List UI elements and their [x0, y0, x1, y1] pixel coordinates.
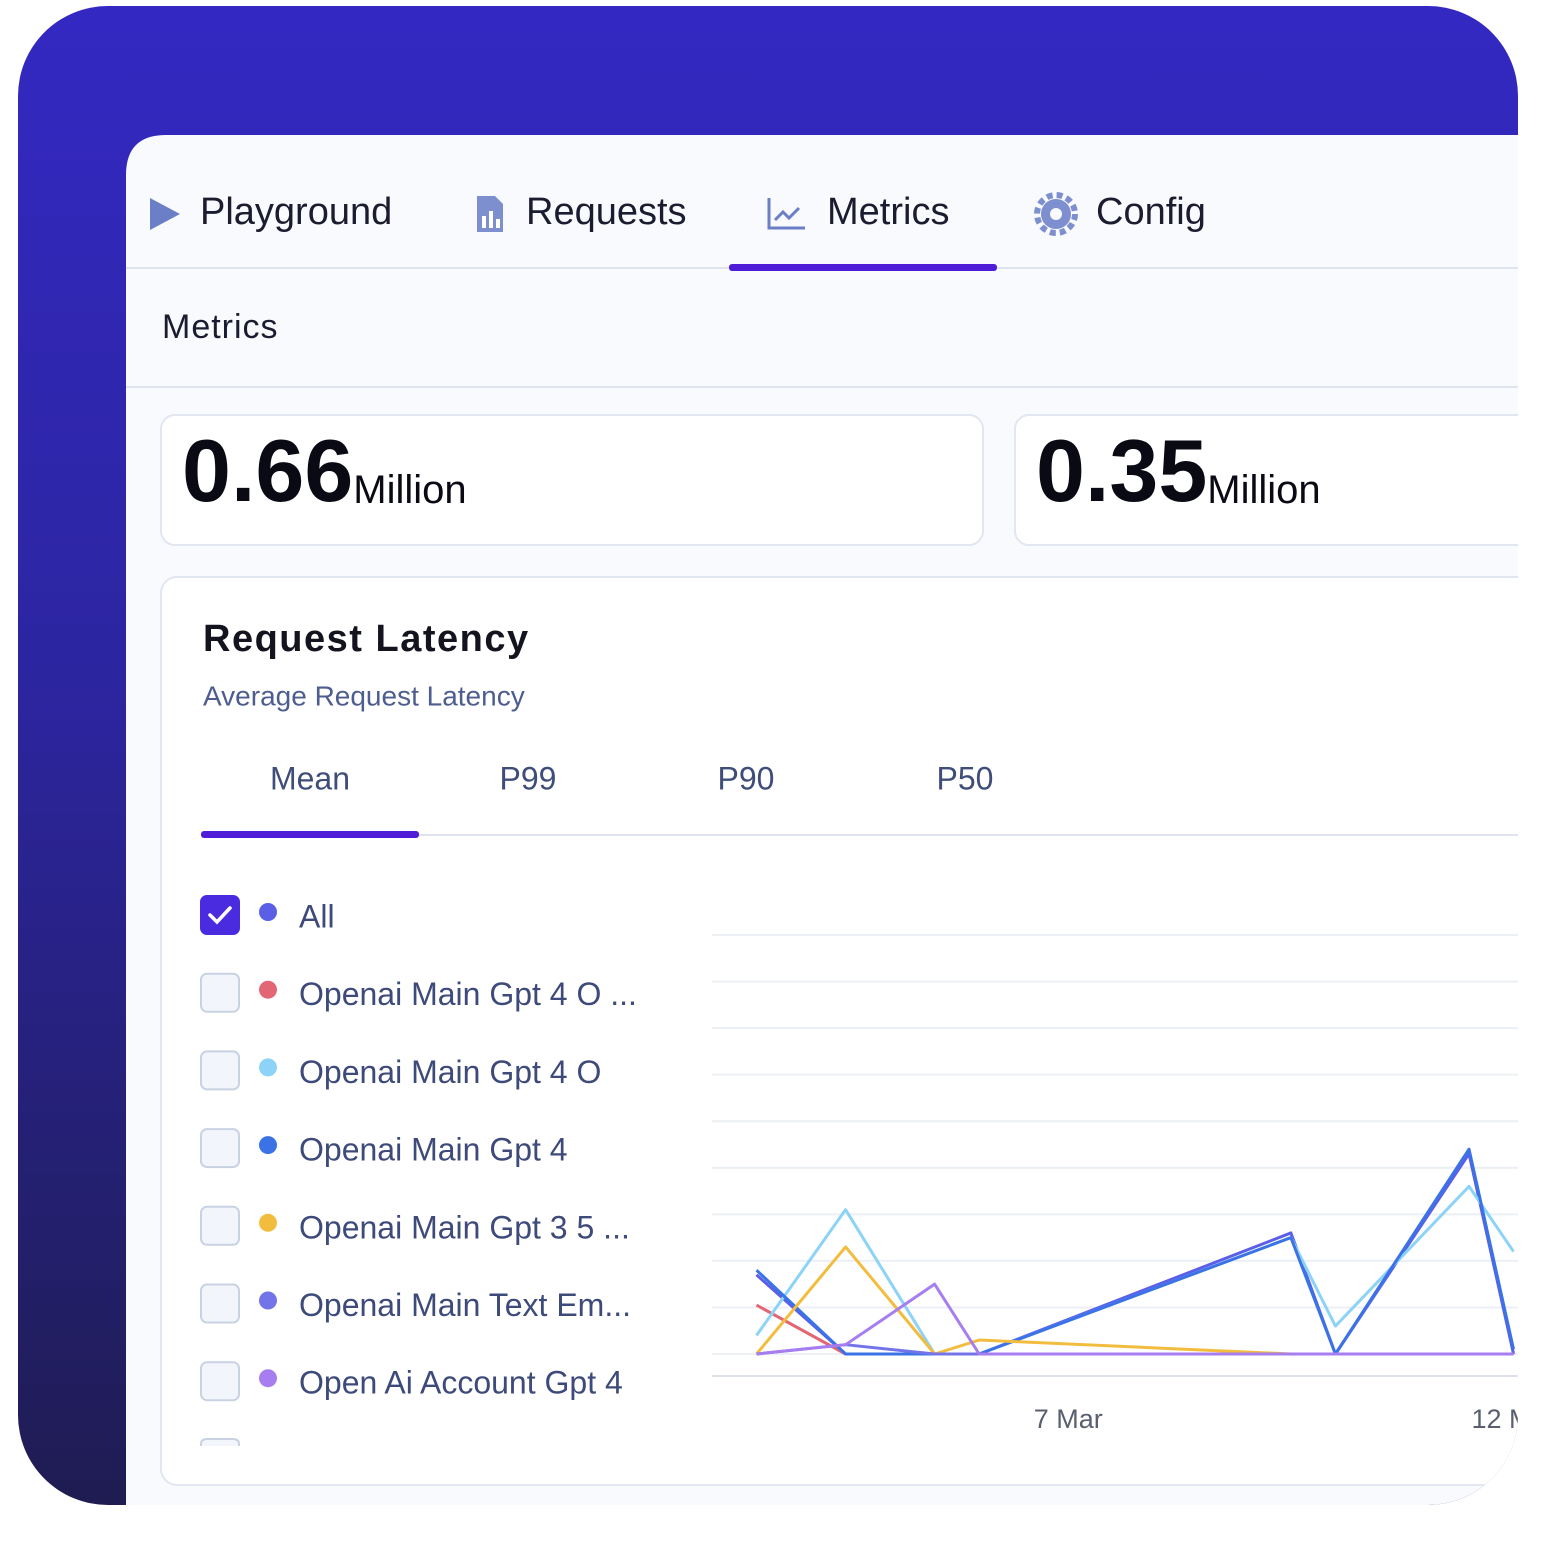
checkbox[interactable] [200, 972, 240, 1013]
legend-dot [259, 1369, 277, 1388]
x-tick-label: 12 Mar [1472, 1404, 1518, 1434]
stat-unit: Million [1207, 468, 1320, 512]
x-tick-label: 7 Mar [1034, 1404, 1103, 1434]
checkmark [208, 906, 232, 925]
stat-card [160, 414, 984, 546]
card-subtitle: Average Request Latency [203, 680, 525, 711]
checkbox[interactable] [200, 895, 240, 935]
latency-card [160, 576, 1518, 1486]
app-view: Playground Requests Metrics Config Metrics 0.… [126, 135, 1518, 1505]
legend-label[interactable]: Openai Main Gpt 4 O [299, 1054, 601, 1090]
card-title: Request Latency [203, 618, 530, 660]
checkbox[interactable] [200, 1283, 240, 1324]
play-icon [150, 198, 180, 230]
nav-tab[interactable]: Metrics [827, 191, 949, 233]
nav-tab[interactable]: Playground [200, 191, 392, 233]
stat: 0.66Million [182, 421, 467, 520]
metric-tab[interactable]: P90 [718, 760, 775, 796]
legend-label[interactable]: Openai Main Gpt 4 O ... [299, 976, 637, 1012]
legend-dot [259, 1291, 277, 1310]
nav-tab[interactable]: Requests [526, 191, 687, 233]
checkbox[interactable] [200, 1361, 240, 1402]
legend-dot [259, 980, 277, 999]
legend-label[interactable]: All [299, 898, 335, 934]
checkbox[interactable] [200, 1050, 240, 1091]
metric-tab[interactable]: Mean [270, 760, 350, 796]
stat: 0.35Million [1036, 421, 1321, 520]
config-icon [1034, 192, 1078, 236]
legend-dot [259, 1213, 277, 1232]
stat-value: 0.35 [1036, 421, 1207, 520]
stat-value: 0.66 [182, 421, 353, 520]
legend-label[interactable]: Openai Main Text Em... [299, 1287, 631, 1323]
metric-tab[interactable]: P99 [500, 760, 557, 796]
metrics-icon [767, 198, 805, 230]
nav-tab[interactable]: Config [1096, 191, 1206, 233]
series-line [755, 1147, 1516, 1356]
stat-unit: Million [353, 468, 466, 512]
legend-label[interactable]: Openai Main Gpt 4 [299, 1132, 568, 1168]
requests-icon [477, 196, 503, 232]
nav-active-indicator [729, 264, 997, 271]
page-title: Metrics [162, 308, 279, 346]
frame: Playground Requests Metrics Config Metrics 0.… [18, 6, 1518, 1505]
stat-card [1014, 414, 1518, 546]
checkbox-partial [200, 1438, 240, 1446]
legend-label[interactable]: Open Ai Account Gpt 4 [299, 1365, 623, 1401]
metric-tab-indicator [201, 831, 419, 838]
legend-dot [259, 903, 277, 921]
legend-dot [259, 1136, 277, 1155]
metric-tab[interactable]: P50 [937, 760, 994, 796]
series-line [756, 1282, 1514, 1356]
checkbox[interactable] [200, 1205, 240, 1246]
legend-dot [259, 1058, 277, 1077]
legend-label[interactable]: Openai Main Gpt 3 5 ... [299, 1209, 630, 1245]
checkbox[interactable] [200, 1128, 240, 1169]
